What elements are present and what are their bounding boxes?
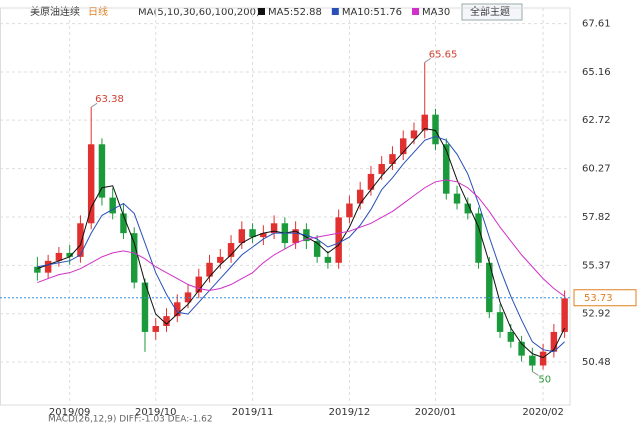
candle-body: [529, 355, 536, 366]
candle-body: [130, 233, 138, 283]
x-tick-label: 2020/01: [415, 407, 457, 418]
legend-label: MA5:52.88: [268, 7, 322, 18]
candle-body: [399, 138, 407, 155]
last-price-box: [573, 289, 637, 307]
ma-setting: MA(5,10,30,60,100,200): [138, 7, 260, 18]
candle-body: [120, 213, 127, 234]
candle-body: [292, 229, 299, 244]
y-tick-label: 67.61: [582, 19, 611, 30]
annot-leader: [90, 102, 98, 108]
plot-frame: [0, 7, 571, 406]
y-tick-label: 62.72: [582, 115, 611, 126]
candle-body: [346, 203, 353, 218]
legend-swatch: [258, 8, 265, 15]
candle-body: [464, 203, 472, 214]
candle-body: [163, 316, 170, 326]
candle-body: [66, 252, 73, 257]
candle-body: [227, 243, 235, 257]
candle-body: [443, 144, 450, 194]
y-tick-label: 50.48: [582, 357, 611, 368]
annot-leader: [532, 371, 539, 376]
candle-body: [141, 282, 149, 332]
y-tick-label: 55.37: [582, 260, 611, 271]
legend-label: MA10:51.76: [342, 7, 402, 18]
candle-body: [539, 351, 547, 366]
x-tick-label: 2020/02: [522, 407, 564, 418]
candle-body: [496, 312, 504, 332]
x-tick-label: 2019/10: [135, 407, 177, 418]
y-tick-label: 65.16: [582, 67, 611, 78]
candle-body: [34, 266, 41, 273]
legend-swatch: [331, 8, 339, 15]
candle-body: [324, 256, 332, 263]
y-tick-label: 60.27: [582, 164, 611, 175]
candle-body: [367, 173, 375, 190]
period: 日线: [88, 5, 108, 18]
candle-body: [335, 217, 342, 263]
candle-body: [77, 223, 84, 257]
candle-body: [270, 223, 278, 234]
candle-body: [561, 298, 568, 332]
candle-body: [152, 325, 159, 332]
candle-body: [217, 256, 224, 263]
high-annotation: 65.65: [429, 49, 458, 60]
candle-body: [87, 144, 95, 224]
candle-body: [518, 341, 525, 356]
legend-label: MA30: [422, 7, 450, 18]
candle-body: [195, 276, 203, 293]
x-tick-label: 2019/11: [232, 407, 274, 418]
candle-body: [55, 252, 63, 261]
candle-body: [378, 164, 385, 174]
candle-body: [421, 114, 428, 131]
x-tick-label: 2019/09: [49, 407, 91, 418]
annot-leader: [424, 57, 432, 63]
candle-body: [109, 197, 116, 214]
chart-title: 美原油连续: [30, 5, 80, 18]
candle-body: [260, 233, 267, 238]
candle-body: [389, 154, 396, 165]
legend-swatch: [412, 8, 420, 15]
candle-body: [313, 241, 321, 257]
candle-body: [550, 331, 558, 352]
candle-body: [486, 262, 493, 313]
low-annotation: 50: [538, 374, 551, 385]
candle-body: [98, 144, 106, 198]
candle-body: [475, 213, 482, 263]
ma-line: [37, 179, 565, 297]
candle-body: [356, 189, 364, 204]
ma-line: [37, 135, 565, 353]
candle-body: [249, 229, 256, 238]
candle-body: [453, 193, 461, 204]
candle-body: [206, 262, 213, 277]
y-tick-label: 57.82: [582, 212, 611, 223]
candle-body: [410, 130, 418, 139]
last-price-label: 53.73: [584, 293, 613, 304]
candle-body: [44, 260, 52, 273]
candle-body: [507, 331, 515, 342]
candle-body: [238, 229, 246, 244]
x-tick-label: 2019/12: [329, 407, 371, 418]
high-annotation: 63.38: [95, 94, 124, 105]
y-tick-label: 52.92: [582, 309, 611, 320]
candle-body: [432, 114, 439, 145]
theme-button-label[interactable]: 全部主题: [470, 5, 510, 18]
macd-text: MACD(26,12,9) DIFF:-1.03 DEA:-1.62: [48, 415, 213, 425]
candle-body: [174, 302, 181, 317]
